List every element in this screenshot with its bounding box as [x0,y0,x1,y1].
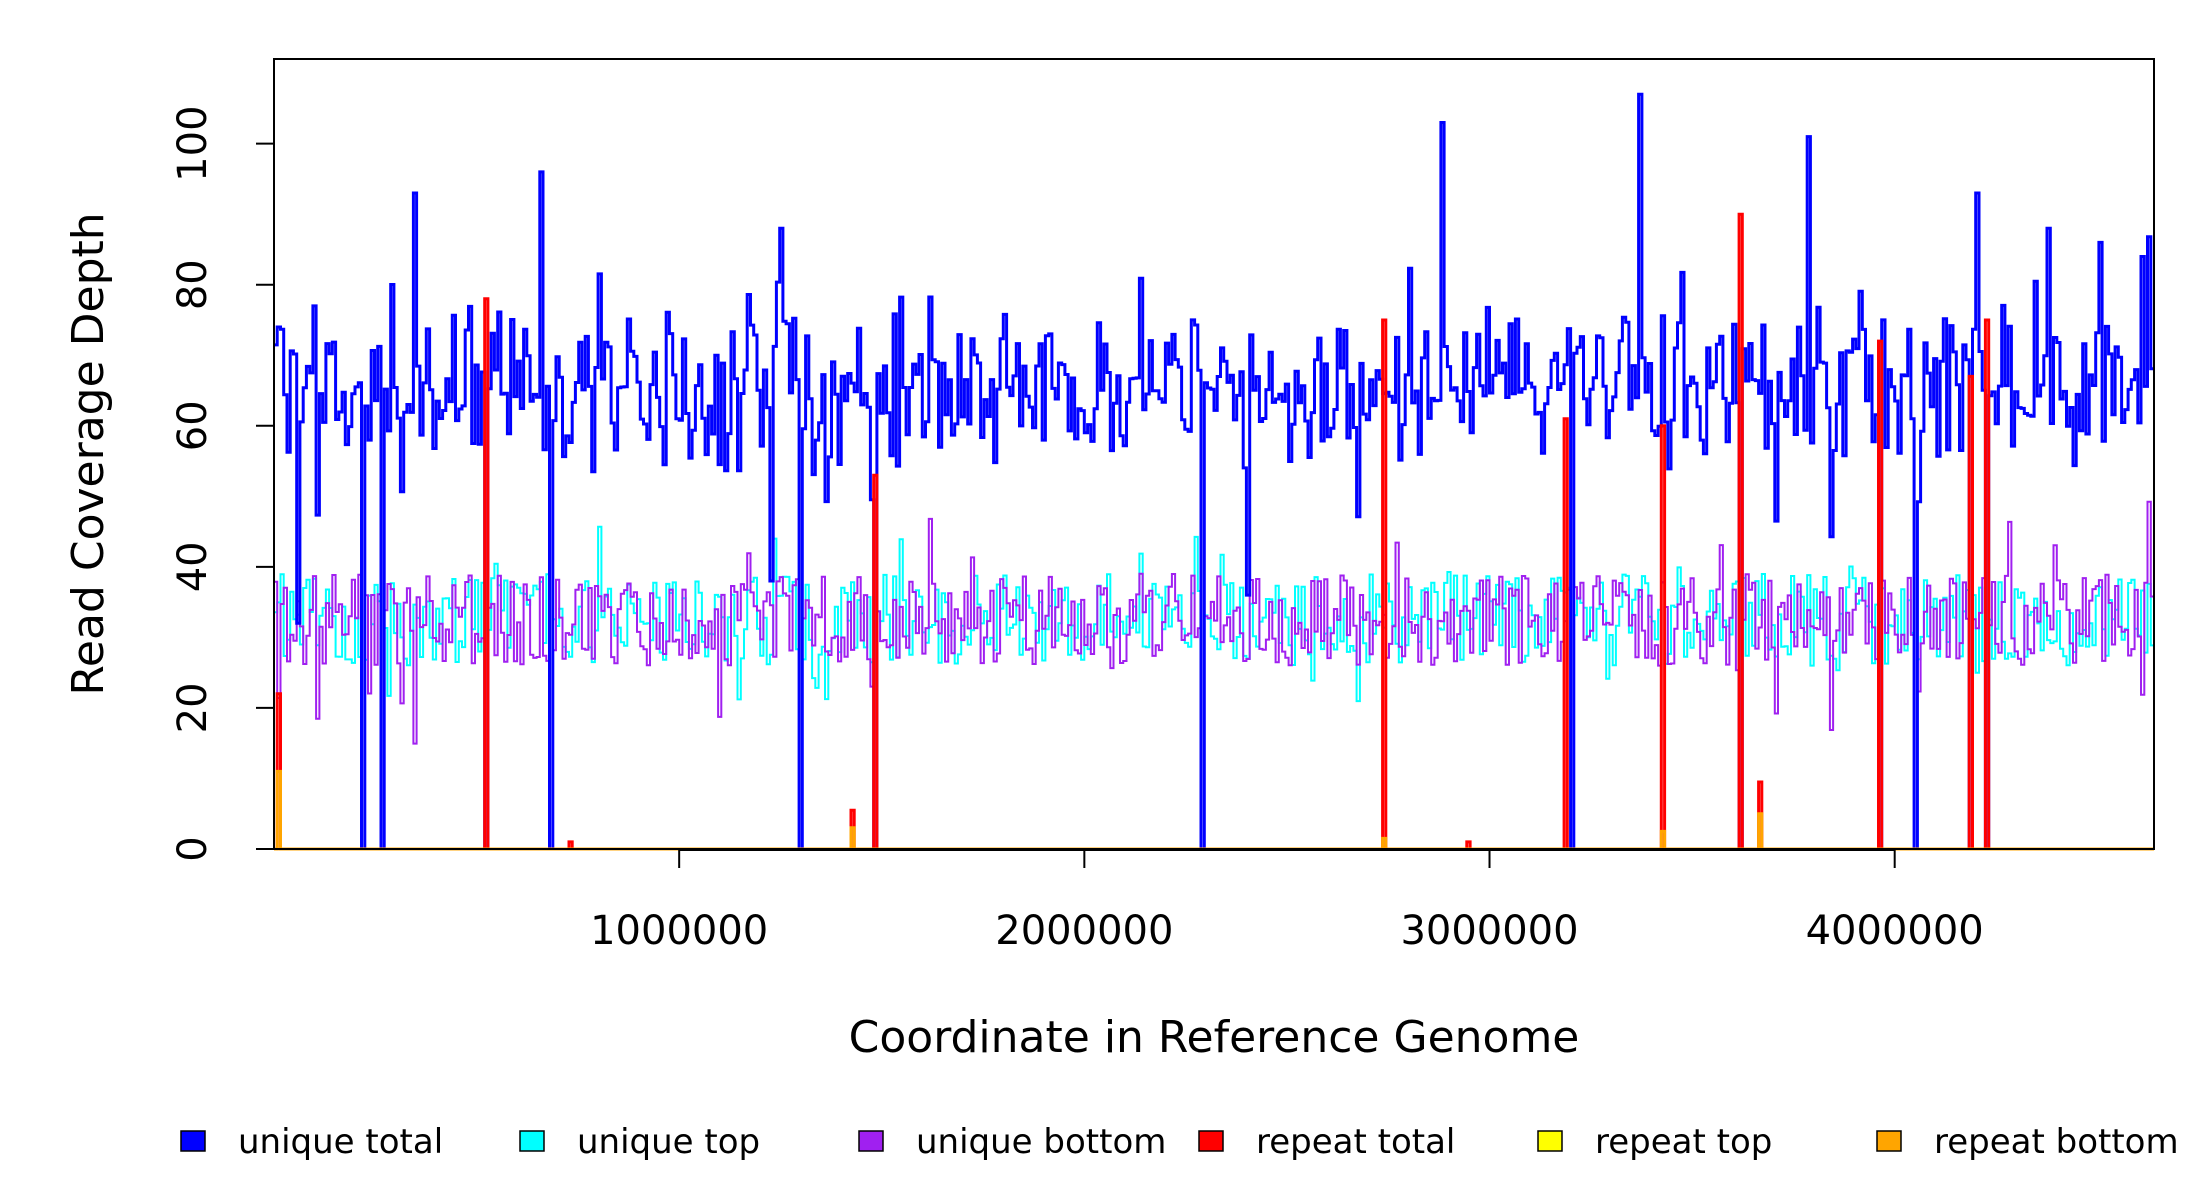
legend-label: unique top [577,1122,760,1162]
legend-label: repeat bottom [1934,1122,2179,1162]
legend-swatch [1537,1130,1563,1152]
y-tick-label: 20 [170,682,216,733]
legend-item: repeat bottom [1876,1122,2179,1162]
x-tick-label: 3000000 [1400,908,1578,954]
y-axis-title: Read Coverage Depth [63,212,114,695]
legend-item: repeat total [1198,1122,1455,1162]
x-tick-label: 4000000 [1806,908,1984,954]
legend-item: unique top [519,1122,760,1162]
axes-layer: 1000000 2000000 3000000 4000000 0 20 40 60 80 100 [170,105,1984,954]
legend-swatch [1198,1130,1224,1152]
legend-swatch [1876,1130,1902,1152]
series-unique-total [274,92,2154,851]
y-tick-label: 80 [170,259,216,310]
legend-item: unique total [180,1122,443,1162]
x-tick-label: 1000000 [590,908,768,954]
y-tick-label: 40 [170,541,216,592]
legend-swatch [519,1130,545,1152]
y-tick-label: 0 [170,836,216,861]
legend-label: repeat total [1256,1122,1455,1162]
y-tick-label: 100 [170,105,216,181]
x-axis-title: Coordinate in Reference Genome [849,1012,1580,1063]
legend-item: repeat top [1537,1122,1772,1162]
legend: unique total unique top unique bottom repea… [180,1122,2179,1162]
legend-item: unique bottom [858,1122,1166,1162]
y-tick-label: 60 [170,400,216,451]
legend-swatch [180,1130,206,1152]
legend-label: repeat top [1595,1122,1772,1162]
legend-swatch [858,1130,884,1152]
x-tick-label: 2000000 [995,908,1173,954]
legend-label: unique total [238,1122,443,1162]
legend-label: unique bottom [916,1122,1166,1162]
series-unique-bottom [274,500,2154,850]
